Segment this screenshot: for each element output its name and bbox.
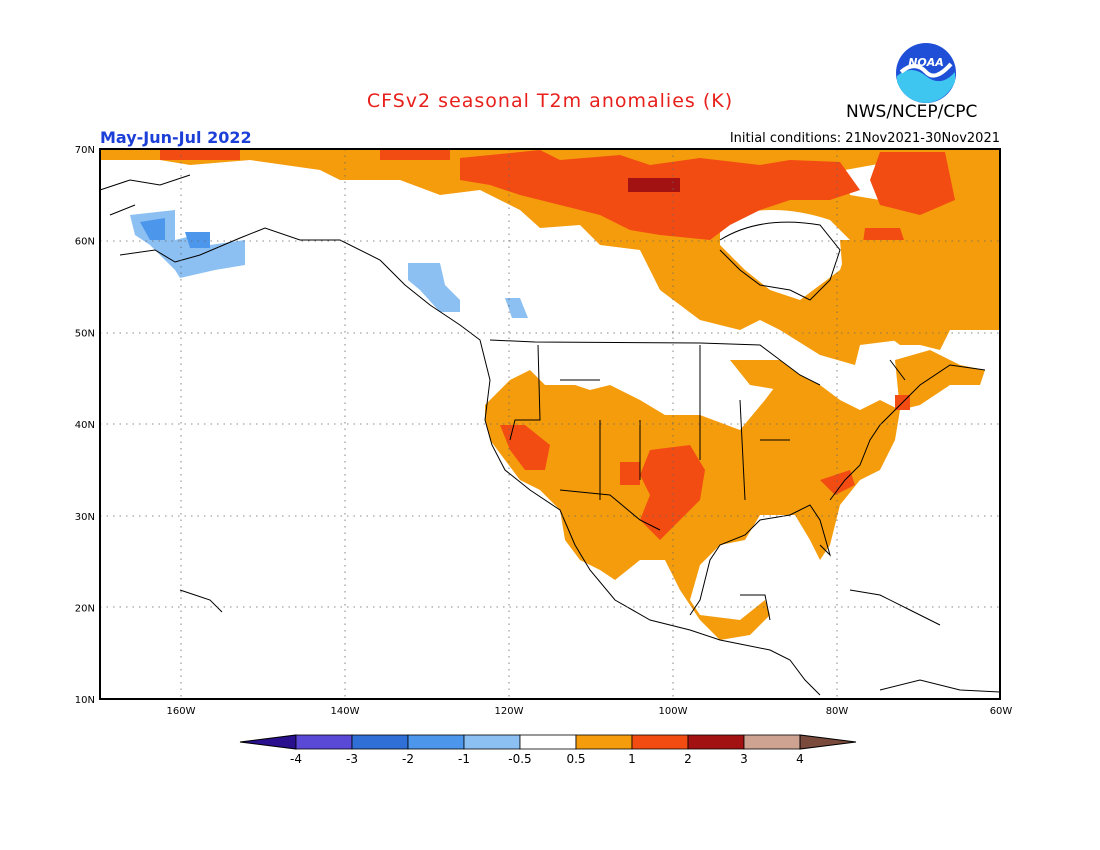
coastlines — [99, 174, 1001, 696]
colorbar-tick-label: 4 — [796, 752, 804, 766]
lon-label: 60W — [990, 706, 1013, 717]
lat-label: 20N — [75, 604, 95, 615]
logo-text: NOAA — [908, 56, 944, 69]
colorbar-tick-label: -3 — [346, 752, 358, 766]
colorbar-bin — [295, 734, 353, 750]
colorbar-tick-label: -2 — [402, 752, 414, 766]
colorbar — [239, 734, 857, 750]
colorbar-arrow-low — [239, 734, 297, 750]
colorbar-tick-label: 3 — [740, 752, 748, 766]
lat-label: 50N — [75, 328, 95, 339]
colorbar-tick-label: -0.5 — [508, 752, 531, 766]
lon-label: 140W — [331, 706, 360, 717]
colorbar-bin — [687, 734, 745, 750]
colorbar-bin — [463, 734, 521, 750]
colorbar-bin — [407, 734, 465, 750]
forecast-period: May-Jun-Jul 2022 — [100, 128, 252, 147]
colorbar-tick-label: -4 — [290, 752, 302, 766]
colorbar-bin — [743, 734, 801, 750]
lon-label: 160W — [167, 706, 196, 717]
map-frame — [99, 148, 1001, 700]
agency-label: NWS/NCEP/CPC — [846, 102, 978, 122]
map-title: CFSv2 seasonal T2m anomalies (K) — [366, 90, 734, 112]
colorbar-tick-label: 2 — [684, 752, 692, 766]
noaa-logo: NOAA — [896, 43, 956, 103]
colorbar-bin — [631, 734, 689, 750]
lat-label: 60N — [75, 237, 95, 248]
colorbar-bin — [519, 734, 577, 750]
negative-anomaly-shading — [130, 210, 528, 318]
anomaly-shading — [100, 149, 1000, 640]
lat-label: 10N — [75, 695, 95, 706]
lon-label: 80W — [826, 706, 849, 717]
colorbar-tick-labels: -4 -3 -2 -1 -0.5 0.5 1 2 3 4 — [290, 752, 804, 766]
colorbar-bin — [351, 734, 409, 750]
colorbar-tick-label: 0.5 — [566, 752, 585, 766]
colorbar-bin — [575, 734, 633, 750]
colorbar-tick-label: 1 — [628, 752, 636, 766]
lat-label: 70N — [75, 145, 95, 156]
gridlines — [100, 149, 1000, 699]
colorbar-arrow-high — [799, 734, 857, 750]
latitude-labels: 70N 60N 50N 40N 30N 20N 10N — [75, 145, 95, 706]
lon-label: 100W — [659, 706, 688, 717]
longitude-labels: 160W 140W 120W 100W 80W 60W — [167, 706, 1013, 717]
colorbar-tick-label: -1 — [458, 752, 470, 766]
lon-label: 120W — [495, 706, 524, 717]
initial-conditions: Initial conditions: 21Nov2021-30Nov2021 — [729, 131, 1000, 146]
lat-label: 30N — [75, 512, 95, 523]
lat-label: 40N — [75, 420, 95, 431]
